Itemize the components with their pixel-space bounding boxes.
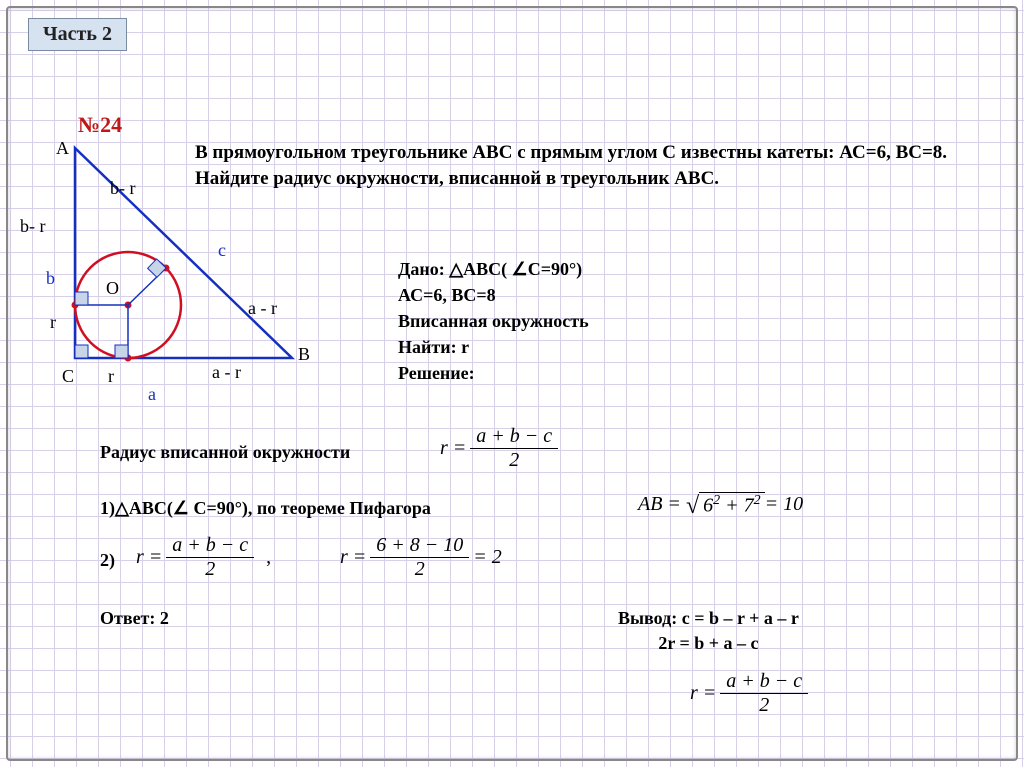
given-line: Вписанная окружность	[398, 308, 589, 334]
label-bmr: b- r	[110, 178, 136, 199]
numerator: a + b − c	[470, 425, 558, 449]
section-badge: Часть 2	[28, 18, 127, 51]
label-amr2: a - r	[212, 362, 241, 383]
conclusion-line: 2r = b + a – c	[618, 631, 799, 656]
triangle-diagram: A B C O c b a r r b- r b- r a - r a - r	[20, 140, 340, 420]
label-r2: r	[108, 366, 114, 387]
formula-lhs: AB =	[638, 493, 681, 516]
formula-ab: AB = √ 62 + 72 = 10	[638, 492, 803, 518]
formula-rhs: = 10	[765, 493, 804, 516]
vertex-b: B	[298, 344, 310, 365]
denominator: 2	[199, 558, 221, 581]
formula-lhs: r =	[440, 437, 466, 460]
vertex-c: C	[62, 366, 74, 387]
numerator: 6 + 8 − 10	[370, 534, 469, 558]
formula-rhs: = 2	[473, 546, 502, 569]
formula-r-final: r = a + b − c 2	[690, 670, 812, 717]
sqrt-sign: √	[686, 494, 699, 520]
denominator: 2	[753, 694, 775, 717]
side-c: c	[218, 240, 226, 261]
answer: Ответ: 2	[100, 608, 169, 629]
fraction: 6 + 8 − 10 2	[370, 534, 469, 581]
sqrt-body: 62 + 72	[699, 492, 765, 518]
sqrt: √ 62 + 72	[686, 492, 765, 518]
numerator: a + b − c	[166, 534, 254, 558]
given-line: АС=6, ВС=8	[398, 282, 589, 308]
formula-r-generic-2: r = a + b − c 2 ,	[136, 534, 271, 581]
denominator: 2	[503, 449, 525, 472]
formula-lhs: r =	[690, 682, 716, 705]
page: Часть 2 №24 В прямоугольном треугольнике…	[0, 0, 1024, 767]
conclusion-line: Вывод: c = b – r + a – r	[618, 606, 799, 631]
conclusion: Вывод: c = b – r + a – r 2r = b + a – c	[618, 606, 799, 656]
denominator: 2	[409, 558, 431, 581]
formula-lhs: r =	[340, 546, 366, 569]
given-line: Найти: r	[398, 334, 589, 360]
problem-number: №24	[78, 112, 122, 138]
formula-lhs: r =	[136, 546, 162, 569]
solution-line-3: 2)	[100, 550, 115, 571]
solution-line-1: Радиус вписанной окружности	[100, 442, 350, 463]
given-line: Дано: △АВС( ∠С=90°)	[398, 256, 589, 282]
label-bmr2: b- r	[20, 216, 46, 237]
comma: ,	[266, 546, 271, 569]
label-r: r	[50, 312, 56, 333]
fraction: a + b − c 2	[470, 425, 558, 472]
numerator: a + b − c	[720, 670, 808, 694]
given-block: Дано: △АВС( ∠С=90°) АС=6, ВС=8 Вписанная…	[398, 256, 589, 386]
vertex-a: A	[56, 138, 69, 159]
formula-r-calc: r = 6 + 8 − 10 2 = 2	[340, 534, 502, 581]
label-amr: a - r	[248, 298, 277, 319]
side-b: b	[46, 268, 55, 289]
fraction: a + b − c 2	[720, 670, 808, 717]
side-a: a	[148, 384, 156, 405]
formula-r-generic-1: r = a + b − c 2	[440, 425, 562, 472]
solution-line-2: 1)△АВС(∠ С=90°), по теореме Пифагора	[100, 498, 431, 519]
center-o: O	[106, 278, 119, 299]
given-line: Решение:	[398, 360, 589, 386]
fraction: a + b − c 2	[166, 534, 254, 581]
